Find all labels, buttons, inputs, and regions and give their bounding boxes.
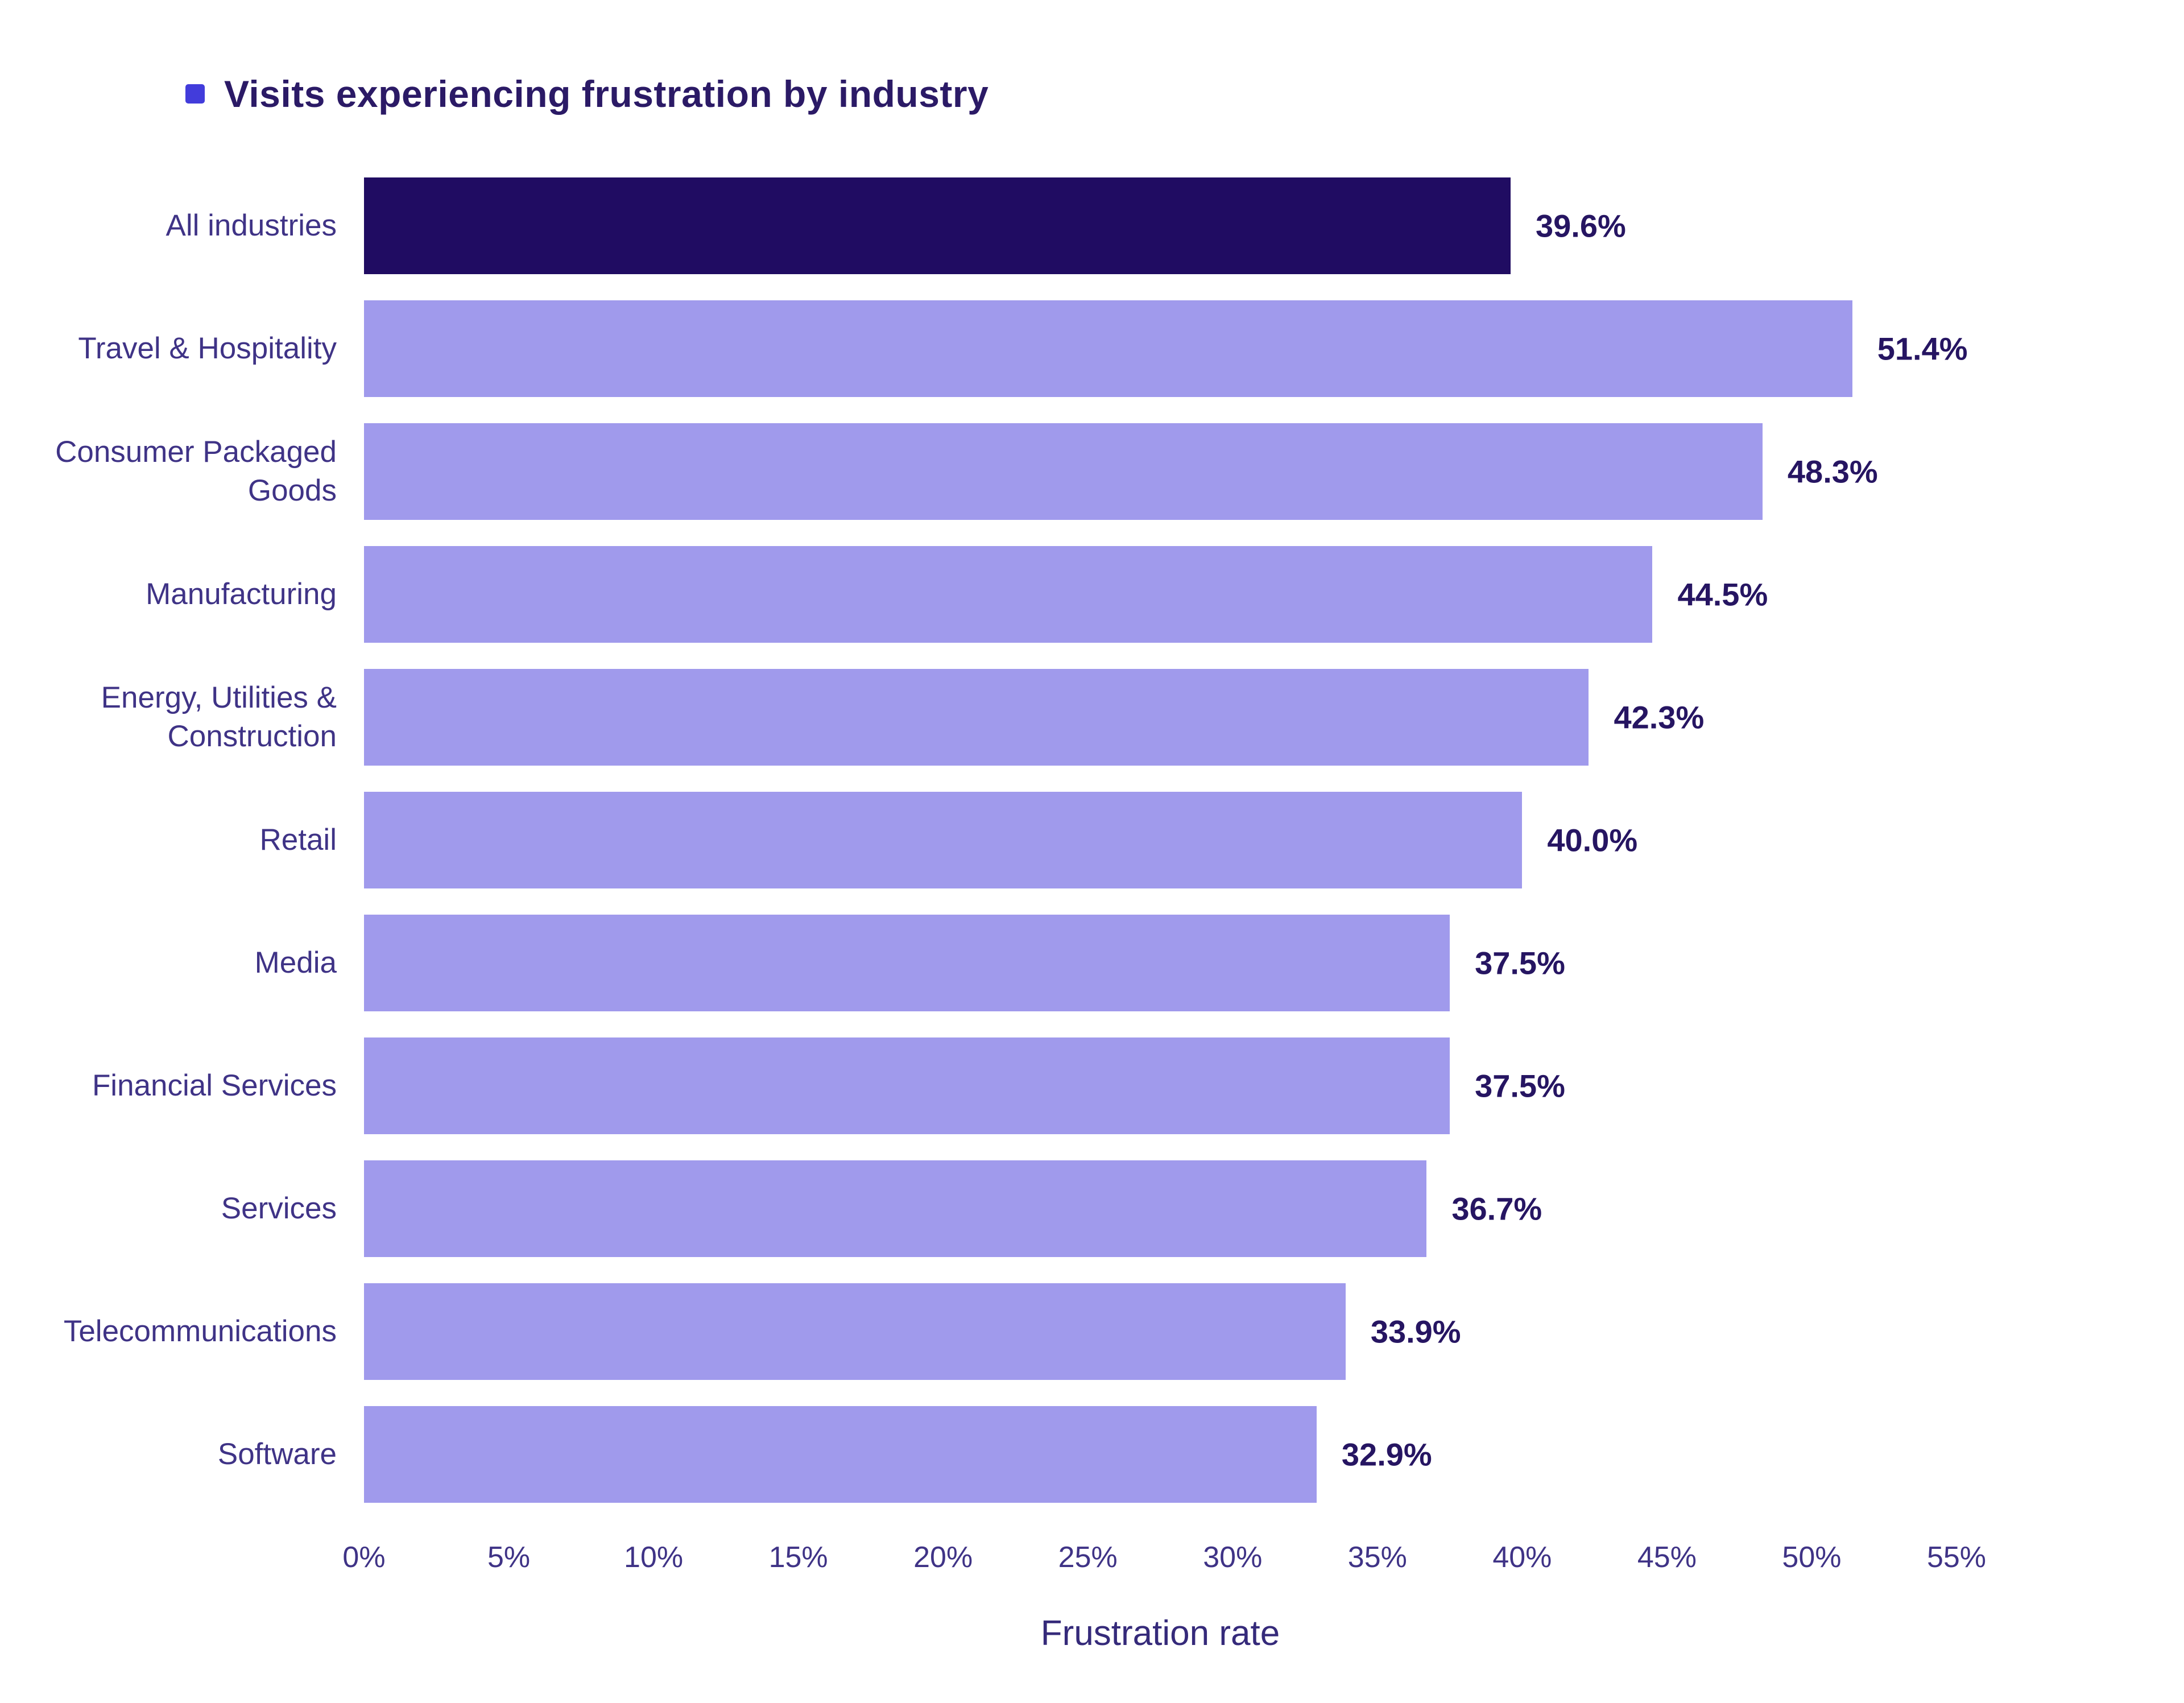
x-axis-tick: 10%: [624, 1541, 684, 1574]
bar-plot: 36.7%: [364, 1160, 1956, 1257]
bar: [364, 792, 1523, 888]
bar-row: Retail 40.0%: [0, 792, 2184, 888]
x-axis-tick: 40%: [1492, 1541, 1552, 1574]
bar-track: 36.7%: [364, 1160, 2116, 1257]
category-label: Telecommunications: [63, 1315, 337, 1349]
bar-plot: 32.9%: [364, 1406, 1956, 1503]
bar-track: 33.9%: [364, 1283, 2116, 1380]
x-axis-tick: 25%: [1058, 1541, 1118, 1574]
x-axis-tick: 5%: [487, 1541, 531, 1574]
x-axis-tick: 50%: [1782, 1541, 1842, 1574]
legend-bullet-icon: [185, 84, 205, 104]
value-label: 32.9%: [1341, 1436, 1432, 1473]
category-label: Financial Services: [92, 1069, 337, 1103]
bar-plot: 39.6%: [364, 177, 1956, 274]
bar: [364, 1037, 1450, 1134]
value-label: 33.9%: [1370, 1313, 1461, 1350]
value-label: 51.4%: [1877, 330, 1968, 367]
bar-row: Financial Services 37.5%: [0, 1037, 2184, 1134]
bar-plot: 37.5%: [364, 915, 1956, 1011]
bar-track: 37.5%: [364, 1037, 2116, 1134]
x-axis-tick: 55%: [1926, 1541, 1987, 1574]
bar-row: Manufacturing 44.5%: [0, 546, 2184, 643]
bar: [364, 669, 1589, 766]
bar-track: 37.5%: [364, 915, 2116, 1011]
category-label: Travel & Hospitality: [78, 332, 337, 366]
x-axis-tick: 20%: [913, 1541, 973, 1574]
category-label: All industries: [166, 209, 337, 243]
bar: [364, 1406, 1317, 1503]
bar-row: Media 37.5%: [0, 915, 2184, 1011]
category-label: Consumer Packaged Goods: [55, 435, 337, 507]
value-label: 36.7%: [1451, 1191, 1542, 1227]
bar-plot: 33.9%: [364, 1283, 1956, 1380]
bar: [364, 423, 1763, 520]
x-axis-title: Frustration rate: [1040, 1614, 1280, 1653]
chart-title: Visits experiencing frustration by indus…: [224, 73, 989, 115]
bar-row: Energy, Utilities & Construction 42.3%: [0, 669, 2184, 766]
value-label: 42.3%: [1614, 699, 1705, 735]
bar-row: Services 36.7%: [0, 1160, 2184, 1257]
x-axis-tick: 15%: [768, 1541, 828, 1574]
bar-track: 40.0%: [364, 792, 2116, 888]
bar: [364, 1160, 1427, 1257]
x-axis: 0% 5% 10% 15% 20% 25% 30% 35% 40% 45% 50% 55%: [342, 1540, 1986, 1577]
x-axis-tick: 45%: [1637, 1541, 1697, 1574]
x-axis-tick: 35%: [1347, 1541, 1407, 1574]
bar-track: 48.3%: [364, 423, 2116, 520]
bar-plot: 48.3%: [364, 423, 1956, 520]
bar-track: 51.4%: [364, 300, 2116, 397]
bar-row: Consumer Packaged Goods 48.3%: [0, 423, 2184, 520]
bar: [364, 300, 1852, 397]
x-axis-tick: 30%: [1203, 1541, 1263, 1574]
bar-rows: All industries 39.6% Travel & Hospitality 5…: [0, 177, 2184, 1503]
category-label: Manufacturing: [146, 577, 337, 611]
bar-plot: 40.0%: [364, 792, 1956, 888]
category-label: Software: [217, 1437, 337, 1471]
bar-plot: 44.5%: [364, 546, 1956, 643]
bar: [364, 546, 1653, 643]
bar-track: 32.9%: [364, 1406, 2116, 1503]
value-label: 40.0%: [1547, 822, 1638, 858]
bar: [364, 1283, 1346, 1380]
bar-plot: 51.4%: [364, 300, 1968, 397]
bar-track: 44.5%: [364, 546, 2116, 643]
bar-plot: 37.5%: [364, 1037, 1956, 1134]
value-label: 39.6%: [1536, 208, 1626, 244]
category-label: Retail: [259, 823, 337, 857]
bar: [364, 177, 1511, 274]
value-label: 37.5%: [1475, 945, 1565, 981]
bar-row: Software 32.9%: [0, 1406, 2184, 1503]
value-label: 48.3%: [1787, 453, 1878, 490]
bar-row: Travel & Hospitality 51.4%: [0, 300, 2184, 397]
category-label: Media: [254, 946, 337, 980]
bar-track: 39.6%: [364, 177, 2116, 274]
bar-row: Telecommunications 33.9%: [0, 1283, 2184, 1380]
value-label: 37.5%: [1475, 1068, 1565, 1104]
value-label: 44.5%: [1677, 576, 1768, 613]
bar-plot: 42.3%: [364, 669, 1956, 766]
chart-title-row: Visits experiencing frustration by indus…: [185, 69, 2184, 118]
x-axis-tick: 0%: [342, 1541, 386, 1574]
category-label: Energy, Utilities & Construction: [101, 681, 337, 753]
bar: [364, 915, 1450, 1011]
bar-row: All industries 39.6%: [0, 177, 2184, 274]
bar-track: 42.3%: [364, 669, 2116, 766]
category-label: Services: [221, 1192, 337, 1226]
